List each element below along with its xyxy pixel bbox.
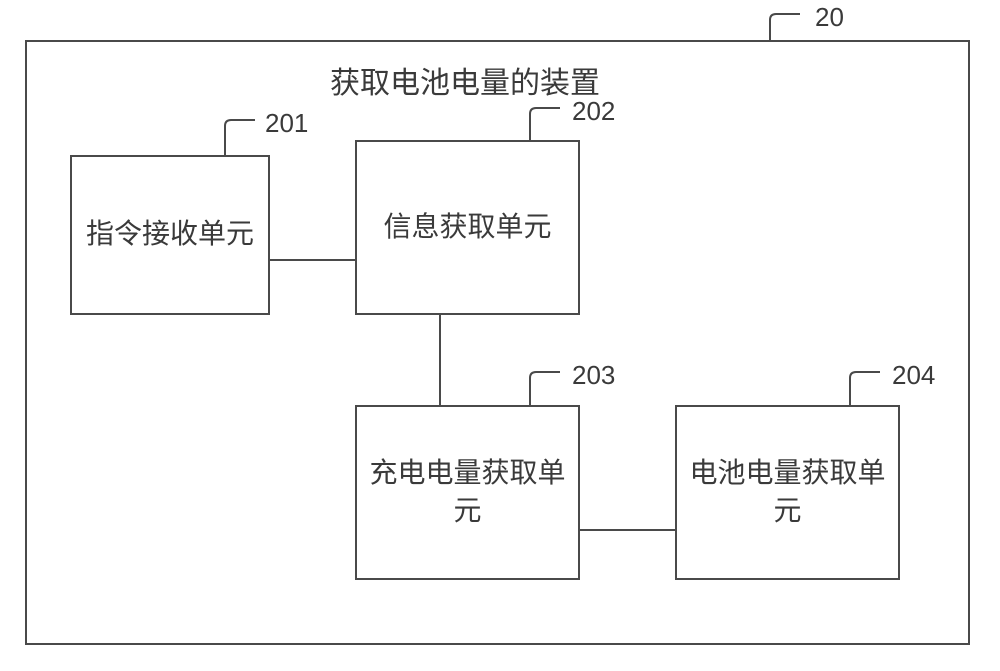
block-203: 充电电量获取单元	[355, 405, 580, 580]
ref-label-20: 20	[815, 2, 844, 33]
ref-label-201: 201	[265, 108, 308, 139]
block-201: 指令接收单元	[70, 155, 270, 315]
connector-b201-b202	[270, 259, 355, 261]
block-204: 电池电量获取单元	[675, 405, 900, 580]
ref-label-204: 204	[892, 360, 935, 391]
leader-20	[770, 14, 800, 40]
block-202: 信息获取单元	[355, 140, 580, 315]
connector-b203-b204	[580, 529, 675, 531]
ref-label-203: 203	[572, 360, 615, 391]
connector-b202-b203	[439, 315, 441, 405]
ref-label-202: 202	[572, 96, 615, 127]
